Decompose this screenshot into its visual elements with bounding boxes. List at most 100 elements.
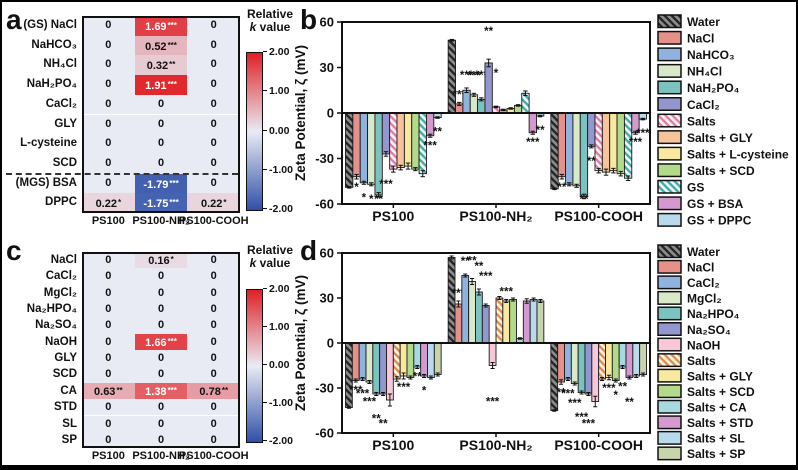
- heatmap-cell: 0: [82, 431, 135, 449]
- bar: [584, 342, 593, 395]
- significance-stars: **: [461, 256, 470, 268]
- significance-stars: **: [374, 194, 383, 206]
- heatmap-cell: 0: [134, 268, 188, 285]
- significance-stars: **: [557, 182, 566, 194]
- significance-stars: *: [422, 386, 427, 398]
- significance-stars: ***: [169, 178, 179, 188]
- panel-letter-c: c: [6, 235, 22, 266]
- legend-label: NH₄Cl: [687, 65, 722, 79]
- heatmap-cell: 0: [82, 350, 135, 367]
- gs-mgs-divider: [6, 172, 239, 175]
- bar: [609, 112, 618, 172]
- significance-stars: *: [494, 68, 499, 80]
- x-category-label: PS100-NH₂: [459, 208, 532, 224]
- row-label: STD: [54, 401, 77, 414]
- bar: [618, 342, 627, 368]
- y-tick-label: 0: [327, 336, 334, 351]
- y-tick-label: 30: [320, 291, 334, 306]
- significance-stars: ***: [582, 419, 596, 431]
- heatmap-cell: 1.38***: [134, 382, 188, 400]
- y-tick-label: -60: [315, 426, 334, 441]
- legend-swatch: [657, 384, 682, 399]
- significance-stars: ***: [363, 397, 377, 409]
- colorbar-title-2: k value: [249, 256, 291, 270]
- bar: [591, 342, 600, 402]
- legend-swatch: [657, 196, 682, 211]
- legend-label: Na₂HPO₄: [687, 307, 740, 321]
- heatmap-cell: 0: [187, 252, 241, 269]
- heatmap-cell: 0: [82, 399, 135, 416]
- row-label: SCD: [52, 156, 77, 169]
- significance-stars: **: [625, 397, 634, 409]
- legend-label: Salts + SP: [687, 447, 745, 461]
- legend-label: Water: [687, 15, 720, 29]
- heatmap-cell: 0: [82, 94, 135, 115]
- legend-swatch: [657, 415, 682, 430]
- bar: [359, 112, 369, 184]
- heatmap-cell: 0.32**: [134, 55, 188, 76]
- colorbar: [246, 52, 263, 211]
- column-label: PS100-COOH: [178, 450, 249, 463]
- heatmap-cell: 1.69***: [134, 16, 188, 36]
- heatmap-a: (GS) NaCl 0 1.69*** 0 NaHCO₃ 0 0.52*** 0 NH₄Cl 0 0…: [2, 2, 293, 235]
- significance-stars: ***: [379, 179, 393, 191]
- bar: [468, 281, 476, 344]
- legend-label: Water: [687, 245, 720, 259]
- bar: [433, 342, 442, 375]
- significance-stars: ***: [169, 198, 179, 208]
- bar: [495, 297, 504, 344]
- bar: [594, 112, 603, 172]
- colorbar-tick-mark: [263, 402, 267, 403]
- panel-c-heatmap: c NaCl 0 0.16* 0 CaCl₂ 0 0 0 MgCl₂ 0 0 0 Na₂HPO₄ 0 0 0 N…: [2, 235, 293, 465]
- bar: [454, 303, 463, 344]
- legend-swatch: [657, 430, 682, 445]
- heatmap-cell: 0: [187, 366, 241, 383]
- significance-stars: **: [484, 26, 493, 38]
- bar: [372, 342, 381, 395]
- legend-swatch: [657, 97, 682, 111]
- y-axis-label: Zeta Potential, ζ (mV): [293, 45, 308, 181]
- row-label: CA: [60, 384, 77, 397]
- significance-stars: ***: [460, 70, 474, 82]
- significance-stars: **: [618, 382, 627, 394]
- significance-stars: ***: [423, 140, 437, 152]
- colorbar-tick-mark: [263, 326, 267, 327]
- significance-stars: *: [362, 192, 367, 204]
- zeta-potential-chart-b: ** * *************************************…: [293, 14, 789, 228]
- heatmap-cell: 0: [134, 317, 188, 334]
- significance-stars: ***: [575, 412, 589, 424]
- legend-label: CaCl₂: [687, 98, 720, 112]
- heatmap-cell: 0: [187, 333, 241, 351]
- heatmap-cell: 0.22*: [187, 193, 241, 213]
- heatmap-cell: 0: [82, 301, 135, 318]
- colorbar-tick-mark: [263, 208, 267, 209]
- x-category-label: PS100-COOH: [554, 208, 643, 224]
- heatmap-cell: 0: [134, 114, 188, 135]
- bar: [399, 342, 408, 377]
- row-label: MgCl₂: [43, 286, 77, 299]
- heatmap-cell: 0: [187, 75, 241, 95]
- bar: [616, 112, 625, 175]
- colorbar-tick-label: 0.00: [269, 359, 290, 371]
- legend-label: Salts: [687, 354, 716, 368]
- y-tick-label: 60: [320, 246, 334, 261]
- bar: [570, 342, 579, 384]
- legend-label: GS + DPPC: [687, 214, 752, 228]
- legend-swatch: [657, 14, 682, 29]
- bar: [477, 98, 486, 114]
- bar: [358, 342, 367, 380]
- heatmap-cell: 0: [82, 173, 135, 194]
- heatmap-cell: 0: [134, 366, 188, 383]
- column-label: PS100-COOH: [178, 215, 249, 227]
- row-label: Na₂HPO₄: [26, 303, 77, 316]
- colorbar-tick-mark: [263, 364, 267, 365]
- bar: [557, 342, 565, 383]
- legend-label: Salts + CA: [687, 401, 747, 415]
- y-axis-label: Zeta Potential, ζ (mV): [293, 275, 308, 411]
- row-label: NaH₂PO₄: [26, 78, 77, 91]
- legend-label: GS + BSA: [687, 197, 744, 211]
- legend-label: MgCl₂: [687, 292, 722, 306]
- heatmap-cell: 0: [82, 268, 135, 285]
- heatmap-cell: 0: [134, 94, 188, 115]
- heatmap-cell: 0: [82, 252, 135, 269]
